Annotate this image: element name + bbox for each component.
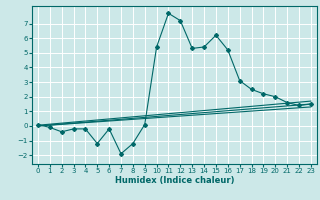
X-axis label: Humidex (Indice chaleur): Humidex (Indice chaleur) [115,176,234,185]
